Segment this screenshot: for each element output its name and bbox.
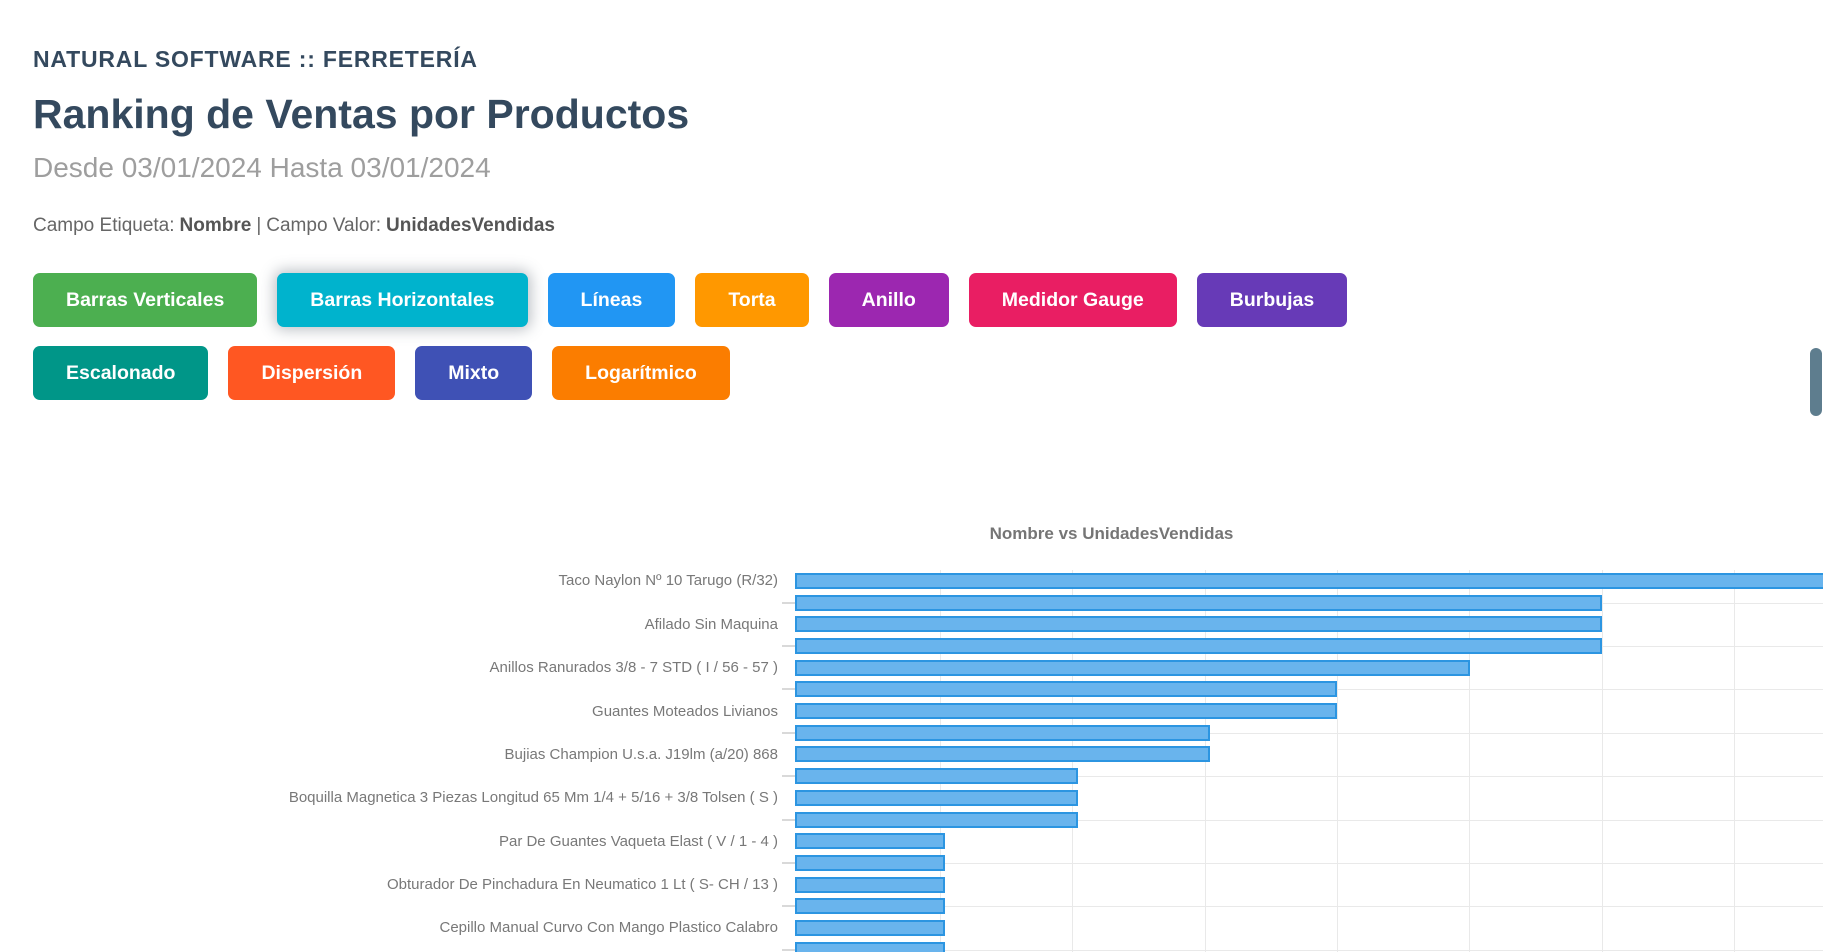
axis-tick <box>782 775 795 778</box>
bar-row <box>33 895 1823 917</box>
bar-row: Boquilla Magnetica 3 Piezas Longitud 65 … <box>33 787 1823 809</box>
bar-row <box>33 635 1823 657</box>
category-label: Guantes Moteados Livianos <box>592 702 778 720</box>
category-label: Bujias Champion U.s.a. J19lm (a/20) 868 <box>504 745 778 763</box>
chart-type-row-1: Barras Verticales Barras Horizontales Líne… <box>33 273 1823 328</box>
axis-tick <box>782 645 795 647</box>
gridline-horizontal <box>795 732 1823 734</box>
bar[interactable] <box>795 681 1337 698</box>
bar[interactable] <box>795 919 945 936</box>
value-field-caption: Campo Valor: <box>266 215 382 237</box>
date-range: Desde 03/01/2024 Hasta 03/01/2024 <box>33 152 491 184</box>
category-label: Afilado Sin Maquina <box>644 615 778 633</box>
axis-tick <box>782 601 795 604</box>
gridline-horizontal <box>795 863 1823 865</box>
bar-row: Obturador De Pinchadura En Neumatico 1 L… <box>33 874 1823 896</box>
chart-type-button-mixto[interactable]: Mixto <box>415 346 533 401</box>
bar[interactable] <box>795 854 945 871</box>
category-label: Par De Guantes Vaqueta Elast ( V / 1 - 4… <box>498 832 778 850</box>
bar-row: Bujias Champion U.s.a. J19lm (a/20) 868 <box>33 744 1823 766</box>
bar[interactable] <box>795 572 1823 589</box>
category-label: Cepillo Manual Curvo Con Mango Plastico … <box>439 919 778 937</box>
bar[interactable] <box>795 833 945 850</box>
gridline-horizontal <box>795 819 1823 821</box>
chart-type-button-escalonado[interactable]: Escalonado <box>33 346 209 401</box>
bar[interactable] <box>795 638 1602 654</box>
chart-type-button-torta[interactable]: Torta <box>695 273 809 328</box>
chart-title: Nombre vs UnidadesVendidas <box>989 524 1234 544</box>
chart-type-button-burbujas[interactable]: Burbujas <box>1196 273 1348 328</box>
page-title: Ranking de Ventas por Productos <box>33 91 690 137</box>
bar-row: Cepillo Manual Curvo Con Mango Plastico … <box>33 917 1823 939</box>
chart-container: Nombre vs UnidadesVendidas Taco Naylon N… <box>33 524 1823 952</box>
field-summary: Campo Etiqueta: Nombre | Campo Valor: Unidad… <box>33 215 1823 237</box>
chart-type-button-dispersion[interactable]: Dispersión <box>228 346 396 401</box>
vertical-scrollbar-thumb[interactable] <box>1810 348 1822 416</box>
category-label: Obturador De Pinchadura En Neumatico 1 L… <box>386 876 778 894</box>
bar-row <box>33 679 1823 701</box>
gridline-vertical <box>1469 570 1471 952</box>
chart-type-row-2: Escalonado Dispersión Mixto Logarítmico <box>33 346 1823 401</box>
chart-type-button-anillo[interactable]: Anillo <box>828 273 949 328</box>
bar[interactable] <box>795 898 945 915</box>
gridline-vertical <box>1733 570 1735 952</box>
bar[interactable] <box>795 768 1078 785</box>
bar[interactable] <box>795 941 945 952</box>
bar[interactable] <box>795 703 1337 720</box>
axis-tick <box>782 948 795 951</box>
bar-row: Guantes Moteados Livianos <box>33 700 1823 722</box>
gridline-vertical <box>1601 570 1603 952</box>
gridline-horizontal <box>795 906 1823 908</box>
bar-row <box>33 765 1823 787</box>
gridline-vertical <box>1336 570 1338 952</box>
bar[interactable] <box>795 811 1078 828</box>
chart-type-button-lineas[interactable]: Líneas <box>547 273 676 328</box>
category-label: Taco Naylon Nº 10 Tarugo (R/32) <box>558 572 778 590</box>
chart-type-button-barras-verticales[interactable]: Barras Verticales <box>33 273 258 328</box>
bar[interactable] <box>795 616 1602 633</box>
chart-type-button-medidor-gauge[interactable]: Medidor Gauge <box>968 273 1177 328</box>
bar-row: Taco Naylon Nº 10 Tarugo (R/32) <box>33 570 1823 592</box>
category-label: Boquilla Magnetica 3 Piezas Longitud 65 … <box>288 789 778 807</box>
bar-row: Afilado Sin Maquina <box>33 613 1823 635</box>
bar-row <box>33 592 1823 614</box>
bar[interactable] <box>795 789 1078 806</box>
bar[interactable] <box>795 876 945 893</box>
axis-tick <box>782 818 795 821</box>
bar[interactable] <box>795 594 1602 611</box>
axis-tick <box>782 861 795 864</box>
chart-type-button-logaritmico[interactable]: Logarítmico <box>552 346 730 401</box>
bar-row <box>33 722 1823 744</box>
gridline-horizontal <box>795 776 1823 778</box>
axis-tick <box>782 688 795 691</box>
value-field-value: UnidadesVendidas <box>386 215 555 237</box>
bar-row <box>33 939 1823 952</box>
axis-tick <box>782 905 795 908</box>
bar-row: Anillos Ranurados 3/8 - 7 STD ( I / 56 -… <box>33 657 1823 679</box>
field-separator: | <box>256 215 262 237</box>
gridline-horizontal <box>795 949 1823 951</box>
bar[interactable] <box>795 724 1210 741</box>
bar-row <box>33 809 1823 831</box>
bar-row: Par De Guantes Vaqueta Elast ( V / 1 - 4… <box>33 830 1823 852</box>
label-field-value: Nombre <box>179 215 252 237</box>
label-field-caption: Campo Etiqueta: <box>33 215 175 237</box>
bar-row <box>33 852 1823 874</box>
axis-tick <box>782 731 795 734</box>
brand-heading: NATURAL SOFTWARE :: FERRETERÍA <box>33 46 478 72</box>
bar-rows: Taco Naylon Nº 10 Tarugo (R/32) Afilado S… <box>33 570 1823 952</box>
bar[interactable] <box>795 659 1470 676</box>
category-label: Anillos Ranurados 3/8 - 7 STD ( I / 56 -… <box>489 659 778 677</box>
chart-type-button-barras-horizontales[interactable]: Barras Horizontales <box>277 273 528 328</box>
bar[interactable] <box>795 746 1210 763</box>
